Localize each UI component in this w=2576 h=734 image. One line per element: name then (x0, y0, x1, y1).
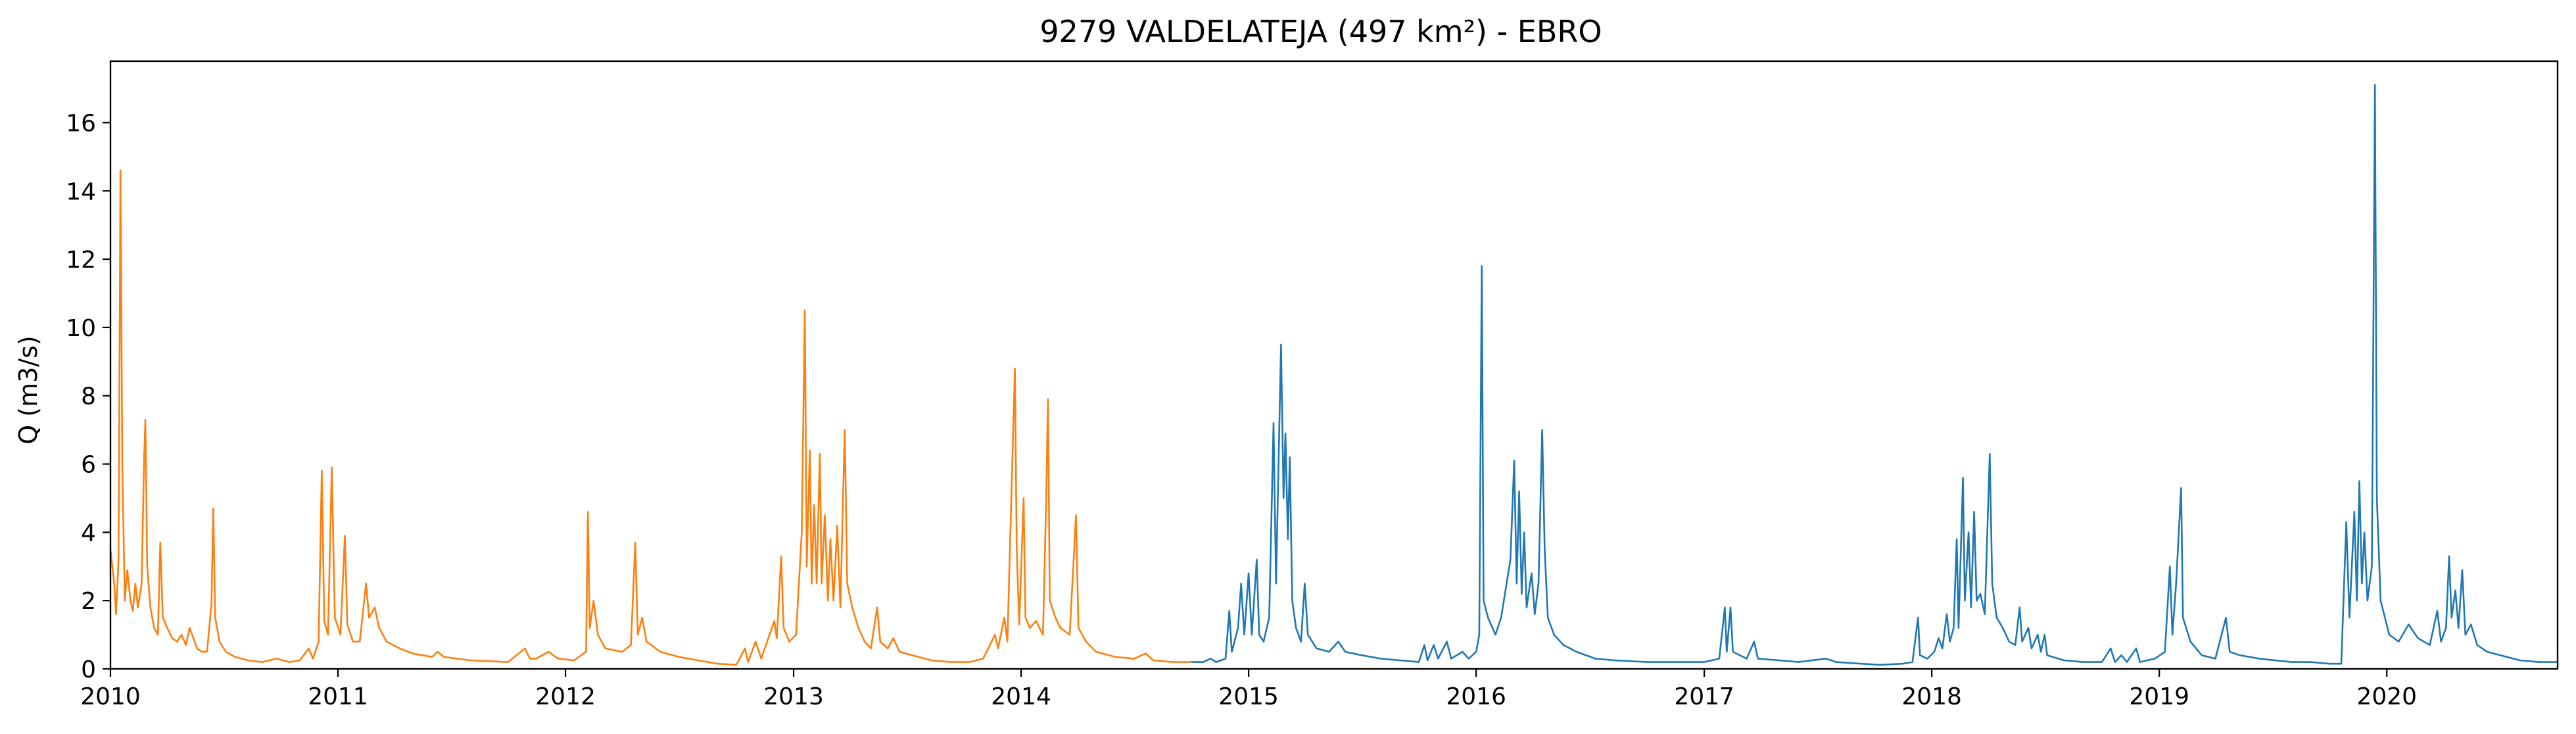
x-tick-label-2020: 2020 (2356, 683, 2417, 710)
y-tick-label-16: 16 (66, 110, 96, 137)
chart-title: 9279 VALDELATEJA (497 km²) - EBRO (1039, 14, 1602, 49)
y-tick-label-4: 4 (81, 520, 96, 547)
x-tick-label-2012: 2012 (535, 683, 596, 710)
x-tick-label-2017: 2017 (1674, 683, 1734, 710)
y-tick-label-12: 12 (66, 247, 96, 274)
series-line-2 (1191, 84, 2558, 666)
y-tick-label-10: 10 (66, 315, 96, 342)
y-tick-label-2: 2 (81, 588, 96, 615)
x-tick-label-2013: 2013 (763, 683, 824, 710)
x-tick-label-2019: 2019 (2129, 683, 2189, 710)
y-tick-label-14: 14 (66, 178, 96, 205)
y-tick-label-0: 0 (81, 656, 96, 683)
y-tick-label-8: 8 (81, 383, 96, 410)
x-tick-label-2011: 2011 (308, 683, 368, 710)
plot-area: 2010 2011 2012 2013 2014 2015 2016 2017 2018 2019… (66, 60, 2559, 710)
x-tick-label-2015: 2015 (1218, 683, 1279, 710)
x-tick-label-2018: 2018 (1901, 683, 1962, 710)
x-tick-label-2010: 2010 (80, 683, 141, 710)
x-tick-label-2016: 2016 (1446, 683, 1506, 710)
series-line-1 (109, 169, 1191, 666)
y-tick-label-6: 6 (81, 452, 96, 479)
x-tick-label-2014: 2014 (991, 683, 1051, 710)
plot-frame (109, 60, 2559, 670)
y-axis-label: Q (m3/s) (14, 335, 43, 444)
